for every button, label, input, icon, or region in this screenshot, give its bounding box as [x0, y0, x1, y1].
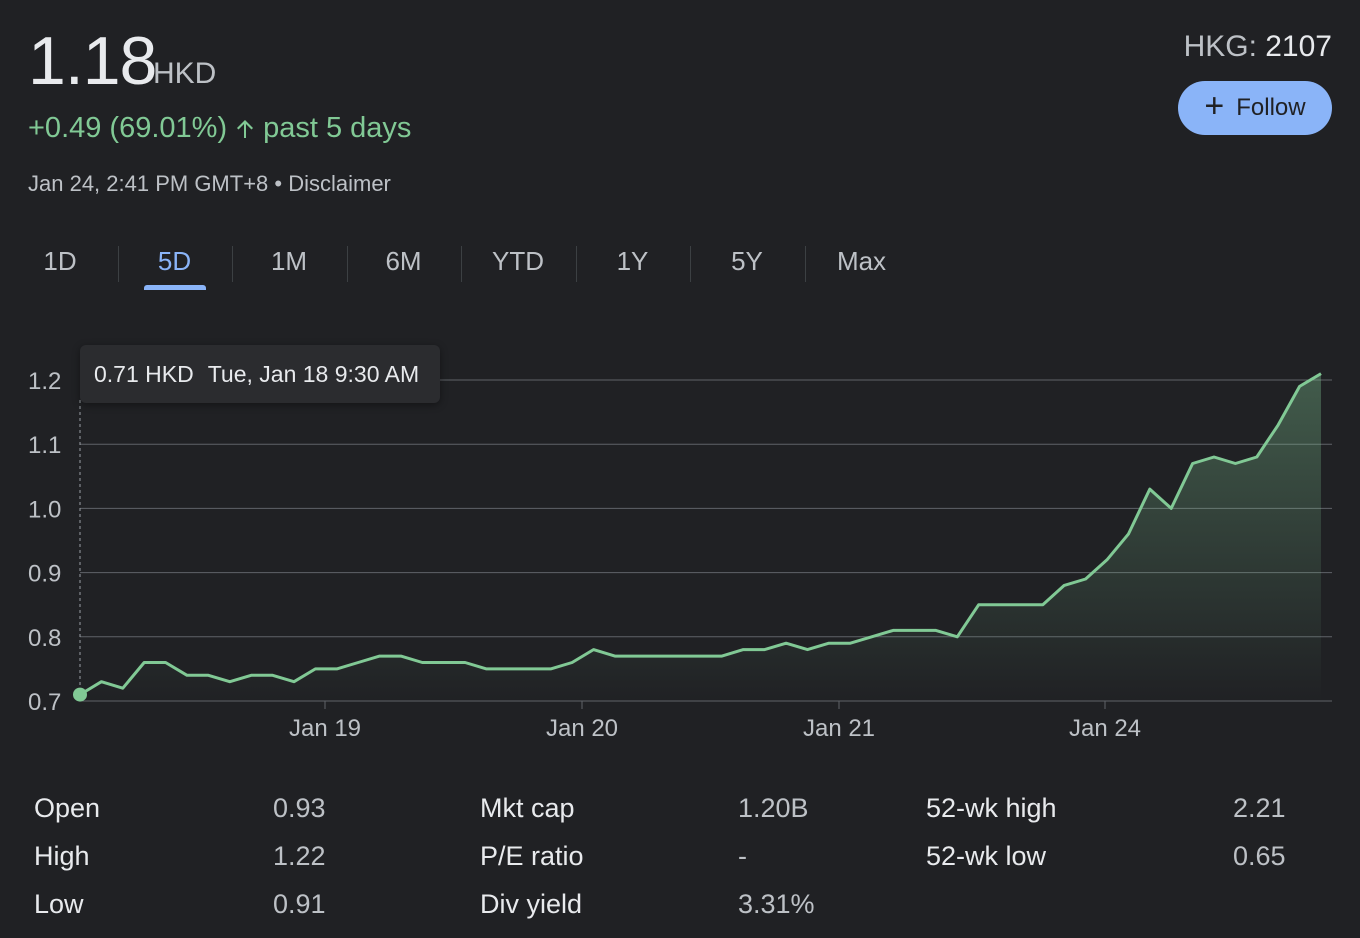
tab-divider [804, 246, 806, 282]
follow-button[interactable]: + Follow [1178, 81, 1332, 135]
tab-ytd[interactable]: YTD [492, 246, 544, 276]
tab-max[interactable]: Max [836, 246, 887, 276]
change-amount: +0.49 (69.01%) [28, 112, 228, 144]
stat-value-high: 1.22 [273, 841, 326, 871]
x-tick-label: Jan 20 [546, 715, 618, 742]
x-tick-label: Jan 21 [803, 715, 875, 742]
price-line [79, 372, 1322, 696]
stat-label-p-e-ratio: P/E ratio [480, 841, 584, 871]
tab-5d[interactable]: 5D [118, 238, 232, 290]
y-tick-label: 0.7 [28, 689, 61, 716]
chart-tooltip: 0.71 HKD Tue, Jan 18 9:30 AM [80, 345, 440, 403]
tab-divider [232, 246, 233, 282]
stat-label-low: Low [34, 889, 84, 919]
stat-label-52-wk-low: 52-wk low [926, 841, 1047, 871]
tab-divider [575, 246, 577, 282]
y-tick-label: 0.9 [28, 561, 61, 588]
change-period: past 5 days [263, 112, 412, 144]
tab-divider [461, 246, 462, 282]
price-area [80, 373, 1321, 701]
ticker-symbol: HKG: 2107 [1184, 30, 1332, 64]
exchange-label: HKG: [1183, 30, 1266, 63]
tab-1d[interactable]: 1D [43, 246, 77, 276]
stat-label-div-yield: Div yield [480, 889, 583, 919]
x-tick-label: Jan 24 [1069, 715, 1141, 742]
tab-divider [346, 246, 348, 282]
stat-label-52-wk-high: 52-wk high [926, 793, 1057, 823]
quote-timestamp[interactable]: Jan 24, 2:41 PM GMT+8 • Disclaimer [28, 171, 391, 196]
stock-price: 1.18 [28, 23, 157, 99]
x-tick-label: Jan 19 [289, 715, 361, 742]
stat-value-div-yield: 3.31% [738, 889, 815, 919]
arrow-up-icon [237, 119, 254, 138]
tab-1y[interactable]: 1Y [616, 246, 649, 276]
y-tick-label: 0.8 [28, 625, 61, 652]
tab-divider [117, 246, 119, 282]
currency-label: HKD [153, 57, 217, 90]
stat-label-open: Open [34, 793, 101, 823]
ticker-code: 2107 [1265, 30, 1332, 63]
y-tick-label: 1.0 [28, 496, 61, 523]
price-change: +0.49 (69.01%) past 5 days [28, 112, 411, 145]
tooltip-price: 0.71 HKD [94, 360, 194, 387]
stat-value-52-wk-high: 2.21 [1233, 793, 1286, 823]
tooltip-time: Tue, Jan 18 9:30 AM [207, 360, 420, 387]
stat-value-open: 0.93 [273, 793, 326, 823]
y-tick-label: 1.2 [28, 368, 61, 395]
y-tick-label: 1.1 [28, 432, 61, 459]
tab-6m[interactable]: 6M [385, 246, 422, 276]
tab-1m[interactable]: 1M [270, 246, 308, 276]
stat-value-52-wk-low: 0.65 [1233, 841, 1286, 871]
stat-label-high: High [34, 841, 90, 871]
plus-icon: + [1204, 87, 1225, 125]
stat-value-p-e-ratio: - [738, 841, 747, 871]
tab-5y[interactable]: 5Y [731, 246, 763, 276]
stat-value-mkt-cap: 1.20B [738, 793, 809, 823]
tab-divider [690, 246, 691, 282]
stat-label-mkt-cap: Mkt cap [480, 793, 575, 823]
follow-label: Follow [1236, 94, 1306, 121]
stat-value-low: 0.91 [273, 889, 326, 919]
hover-point [73, 687, 87, 702]
